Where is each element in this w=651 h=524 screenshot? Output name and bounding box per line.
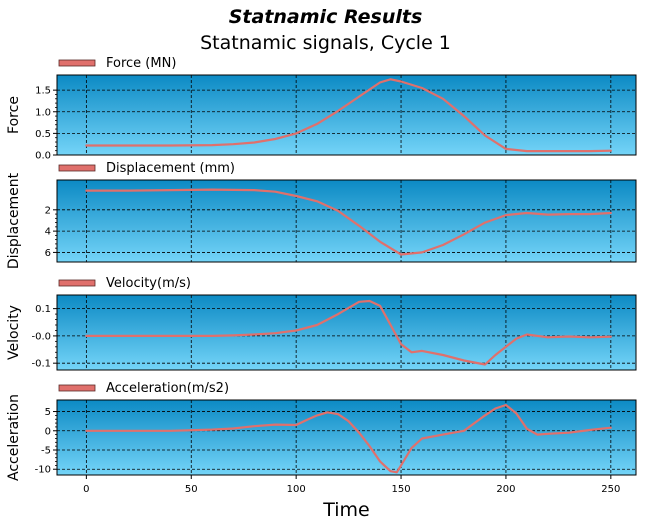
y-tick-label: 0.1 bbox=[35, 304, 51, 315]
legend-label: Displacement (mm) bbox=[106, 161, 235, 176]
series-line bbox=[85, 299, 612, 366]
x-tick-label: 200 bbox=[496, 484, 515, 495]
y-tick-label: 0.5 bbox=[35, 129, 51, 140]
legend-label: Acceleration(m/s2) bbox=[106, 381, 229, 396]
x-axis-label: Time bbox=[322, 499, 370, 521]
x-tick-label: 50 bbox=[185, 484, 198, 495]
legend-swatch bbox=[58, 384, 96, 392]
legend-swatch bbox=[58, 164, 96, 172]
y-tick-label: -10 bbox=[35, 465, 51, 476]
legend-swatch bbox=[58, 59, 96, 67]
y-tick-label: 0.0 bbox=[35, 151, 51, 162]
x-tick-label: 150 bbox=[391, 484, 410, 495]
chart-subtitle: Statnamic signals, Cycle 1 bbox=[200, 32, 451, 54]
chart-title: Statnamic Results bbox=[228, 6, 423, 28]
y-tick-label: 4 bbox=[45, 227, 51, 238]
plot-background bbox=[56, 294, 637, 371]
y-tick-label: 0 bbox=[45, 426, 51, 437]
plot-background bbox=[56, 399, 637, 476]
plot-background bbox=[56, 74, 637, 156]
y-tick-label: -0.1 bbox=[31, 359, 51, 370]
y-axis-label: Force bbox=[6, 96, 22, 134]
y-tick-label: -5 bbox=[41, 446, 51, 457]
y-tick-label: 1.5 bbox=[35, 86, 51, 97]
series-line bbox=[85, 78, 612, 153]
panel-4: 5 0 -5 -10 Acceleration Acceleration(m/s2) bbox=[6, 381, 637, 481]
legend-swatch bbox=[58, 279, 96, 287]
plot-background bbox=[56, 179, 637, 263]
series-line bbox=[85, 188, 612, 256]
y-tick-label: 1.0 bbox=[35, 107, 51, 118]
series-line bbox=[85, 403, 612, 474]
x-tick-label: 100 bbox=[287, 484, 306, 495]
y-tick-label: -0.0 bbox=[31, 331, 51, 342]
x-tick-label: 250 bbox=[601, 484, 620, 495]
y-axis-label: Velocity bbox=[6, 305, 22, 360]
y-tick-label: 5 bbox=[45, 407, 51, 418]
panel-1: 0.0 0.5 1.0 1.5 Force Force (MN) bbox=[6, 56, 637, 162]
legend-label: Force (MN) bbox=[106, 56, 176, 71]
x-tick-label: 0 bbox=[83, 484, 89, 495]
panel-3: 0.1 -0.0 -0.1 Velocity Velocity(m/s) bbox=[6, 276, 637, 371]
y-axis-label: Acceleration bbox=[6, 394, 22, 481]
legend-label: Velocity(m/s) bbox=[106, 276, 191, 291]
panel-2: 2 4 6 Displacement Displacement (mm) bbox=[6, 161, 637, 269]
y-tick-label: 6 bbox=[45, 248, 51, 259]
y-axis-label: Displacement bbox=[6, 172, 22, 269]
y-tick-label: 2 bbox=[45, 205, 51, 216]
